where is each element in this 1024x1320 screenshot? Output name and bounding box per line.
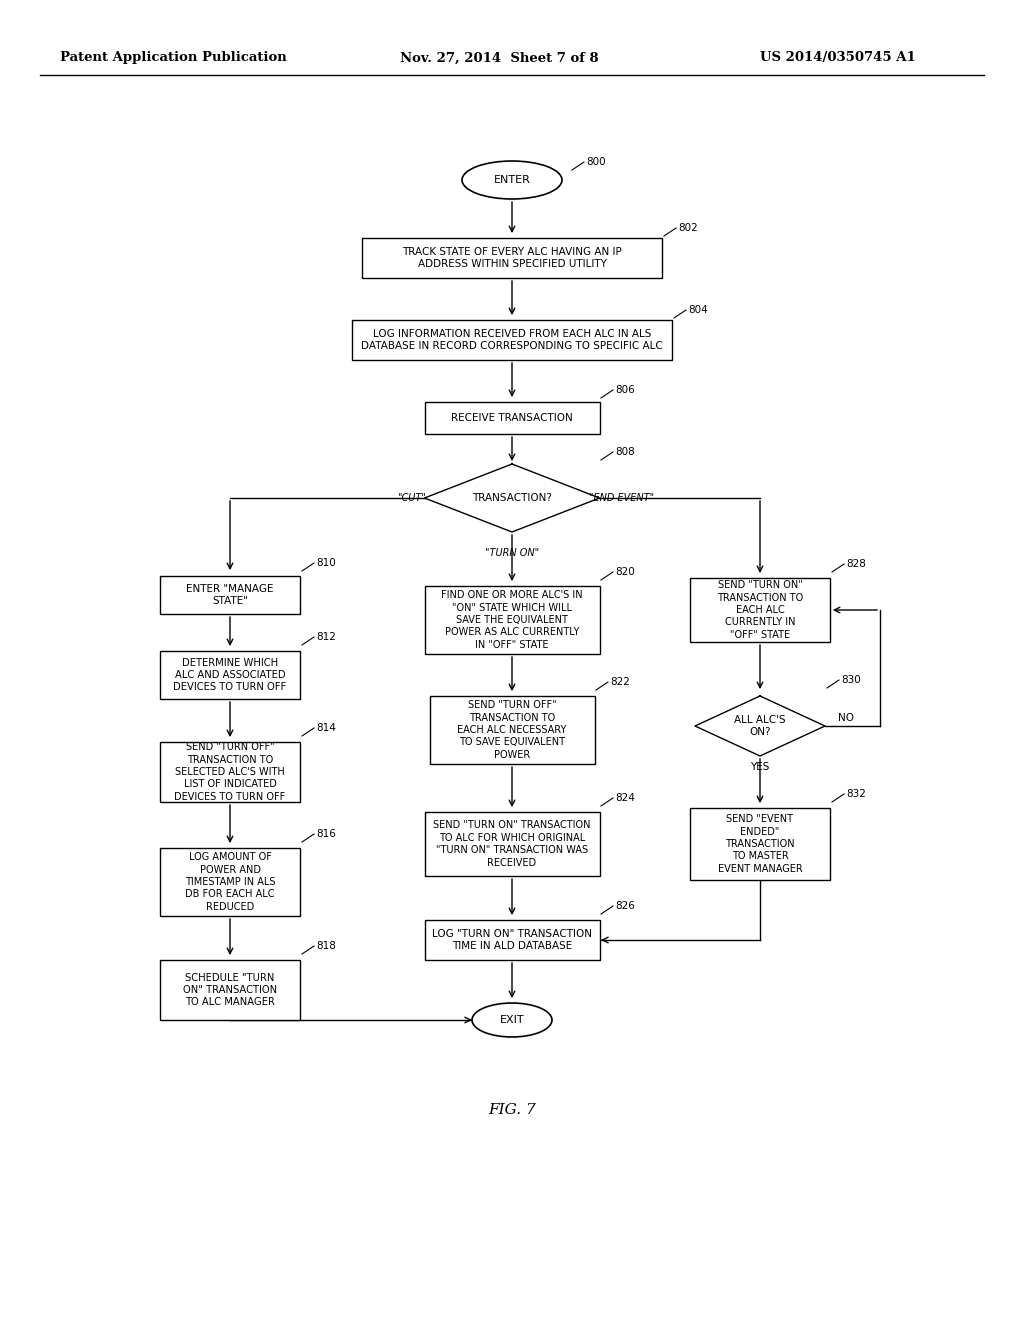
FancyBboxPatch shape	[425, 586, 599, 653]
Text: 812: 812	[316, 632, 336, 642]
Text: SEND "TURN ON"
TRANSACTION TO
EACH ALC
CURRENTLY IN
"OFF" STATE: SEND "TURN ON" TRANSACTION TO EACH ALC C…	[717, 581, 803, 640]
Text: LOG AMOUNT OF
POWER AND
TIMESTAMP IN ALS
DB FOR EACH ALC
REDUCED: LOG AMOUNT OF POWER AND TIMESTAMP IN ALS…	[184, 853, 275, 912]
Text: Nov. 27, 2014  Sheet 7 of 8: Nov. 27, 2014 Sheet 7 of 8	[400, 51, 599, 65]
FancyBboxPatch shape	[160, 960, 300, 1020]
Text: Patent Application Publication: Patent Application Publication	[60, 51, 287, 65]
Text: US 2014/0350745 A1: US 2014/0350745 A1	[760, 51, 915, 65]
Text: RECEIVE TRANSACTION: RECEIVE TRANSACTION	[452, 413, 572, 422]
Text: 826: 826	[615, 902, 635, 911]
Text: DETERMINE WHICH
ALC AND ASSOCIATED
DEVICES TO TURN OFF: DETERMINE WHICH ALC AND ASSOCIATED DEVIC…	[173, 657, 287, 693]
FancyBboxPatch shape	[690, 578, 830, 642]
Text: TRACK STATE OF EVERY ALC HAVING AN IP
ADDRESS WITHIN SPECIFIED UTILITY: TRACK STATE OF EVERY ALC HAVING AN IP AD…	[402, 247, 622, 269]
Text: 824: 824	[615, 793, 635, 803]
Text: ALL ALC'S
ON?: ALL ALC'S ON?	[734, 715, 785, 737]
Text: YES: YES	[751, 762, 770, 772]
Text: "CUT": "CUT"	[397, 492, 426, 503]
FancyBboxPatch shape	[352, 319, 672, 360]
FancyBboxPatch shape	[160, 847, 300, 916]
FancyBboxPatch shape	[425, 920, 599, 960]
FancyBboxPatch shape	[425, 403, 599, 434]
Text: 810: 810	[316, 558, 336, 568]
Text: SEND "TURN OFF"
TRANSACTION TO
SELECTED ALC'S WITH
LIST OF INDICATED
DEVICES TO : SEND "TURN OFF" TRANSACTION TO SELECTED …	[174, 742, 286, 801]
Text: "END EVENT": "END EVENT"	[590, 492, 654, 503]
Text: 808: 808	[615, 447, 635, 457]
Text: 804: 804	[688, 305, 708, 315]
Polygon shape	[425, 465, 599, 532]
Text: 816: 816	[316, 829, 336, 840]
Text: SEND "TURN OFF"
TRANSACTION TO
EACH ALC NECESSARY
TO SAVE EQUIVALENT
POWER: SEND "TURN OFF" TRANSACTION TO EACH ALC …	[458, 700, 566, 760]
Text: 814: 814	[316, 723, 336, 733]
FancyBboxPatch shape	[429, 696, 595, 764]
Text: FIND ONE OR MORE ALC'S IN
"ON" STATE WHICH WILL
SAVE THE EQUIVALENT
POWER AS ALC: FIND ONE OR MORE ALC'S IN "ON" STATE WHI…	[441, 590, 583, 649]
FancyBboxPatch shape	[160, 576, 300, 614]
Text: 802: 802	[678, 223, 697, 234]
Text: 820: 820	[615, 568, 635, 577]
FancyBboxPatch shape	[160, 651, 300, 700]
Text: TRANSACTION?: TRANSACTION?	[472, 492, 552, 503]
FancyBboxPatch shape	[425, 812, 599, 876]
Text: EXIT: EXIT	[500, 1015, 524, 1026]
Text: NO: NO	[838, 713, 854, 723]
Text: 818: 818	[316, 941, 336, 950]
FancyBboxPatch shape	[362, 238, 662, 279]
Text: 832: 832	[846, 789, 866, 799]
Ellipse shape	[462, 161, 562, 199]
Text: 800: 800	[586, 157, 605, 168]
Text: 830: 830	[841, 675, 861, 685]
Text: SCHEDULE "TURN
ON" TRANSACTION
TO ALC MANAGER: SCHEDULE "TURN ON" TRANSACTION TO ALC MA…	[183, 973, 278, 1007]
Text: FIG. 7: FIG. 7	[488, 1104, 536, 1117]
Text: LOG "TURN ON" TRANSACTION
TIME IN ALD DATABASE: LOG "TURN ON" TRANSACTION TIME IN ALD DA…	[432, 929, 592, 952]
Text: 822: 822	[610, 677, 630, 686]
Text: "TURN ON": "TURN ON"	[485, 548, 539, 558]
Text: ENTER "MANAGE
STATE": ENTER "MANAGE STATE"	[186, 583, 273, 606]
Text: LOG INFORMATION RECEIVED FROM EACH ALC IN ALS
DATABASE IN RECORD CORRESPONDING T: LOG INFORMATION RECEIVED FROM EACH ALC I…	[361, 329, 663, 351]
Polygon shape	[695, 696, 825, 756]
FancyBboxPatch shape	[160, 742, 300, 803]
Text: SEND "EVENT
ENDED"
TRANSACTION
TO MASTER
EVENT MANAGER: SEND "EVENT ENDED" TRANSACTION TO MASTER…	[718, 814, 803, 874]
Text: 828: 828	[846, 558, 866, 569]
Text: ENTER: ENTER	[494, 176, 530, 185]
Text: 806: 806	[615, 385, 635, 395]
Text: SEND "TURN ON" TRANSACTION
TO ALC FOR WHICH ORIGINAL
"TURN ON" TRANSACTION WAS
R: SEND "TURN ON" TRANSACTION TO ALC FOR WH…	[433, 821, 591, 867]
Ellipse shape	[472, 1003, 552, 1038]
FancyBboxPatch shape	[690, 808, 830, 880]
